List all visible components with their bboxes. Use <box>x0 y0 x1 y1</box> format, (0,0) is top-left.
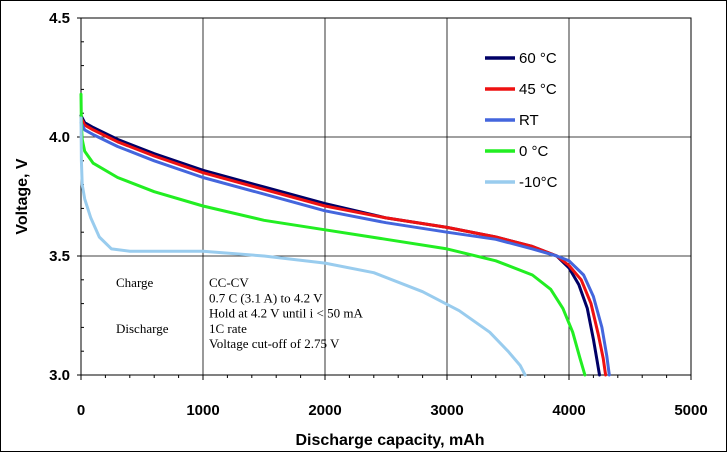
series-lines <box>79 92 611 377</box>
legend-label: 45 °C <box>519 81 557 98</box>
axes: 0 1000 2000 3000 4000 5000 3.0 3.5 4.0 4.5 <box>49 10 708 419</box>
legend-label: RT <box>519 112 539 129</box>
legend-label: -10°C <box>519 174 558 191</box>
y-axis-title: Voltage, V <box>14 158 31 234</box>
x-tick-label: 0 <box>77 402 85 419</box>
series-line <box>79 92 587 377</box>
note-text: CC-CV <box>209 275 249 290</box>
y-tick-label: 4.5 <box>49 10 70 27</box>
note-label: Charge <box>116 275 154 290</box>
grid <box>81 18 691 375</box>
series-line <box>79 116 527 377</box>
x-tick-label: 4000 <box>552 402 585 419</box>
series-line <box>79 121 611 377</box>
note-text: 1C rate <box>209 321 247 336</box>
legend: 60 °C 45 °C RT 0 °C -10°C <box>485 50 558 191</box>
note-label: Discharge <box>116 321 169 336</box>
x-tick-label: 5000 <box>674 402 707 419</box>
series-line <box>79 116 608 377</box>
note-text: Voltage cut-off of 2.75 V <box>209 336 340 351</box>
x-tick-label: 3000 <box>430 402 463 419</box>
x-tick-label: 2000 <box>308 402 341 419</box>
note-text: 0.7 C (3.1 A) to 4.2 V <box>209 290 323 305</box>
y-tick-label: 3.5 <box>49 248 70 265</box>
x-tick-label: 1000 <box>186 402 219 419</box>
y-tick-label: 4.0 <box>49 129 70 146</box>
x-axis-title: Discharge capacity, mAh <box>295 432 484 449</box>
note-text: Hold at 4.2 V until i < 50 mA <box>209 306 363 321</box>
legend-label: 0 °C <box>519 143 549 160</box>
legend-label: 60 °C <box>519 50 557 67</box>
y-tick-label: 3.0 <box>49 367 70 384</box>
plot-border <box>80 17 692 376</box>
